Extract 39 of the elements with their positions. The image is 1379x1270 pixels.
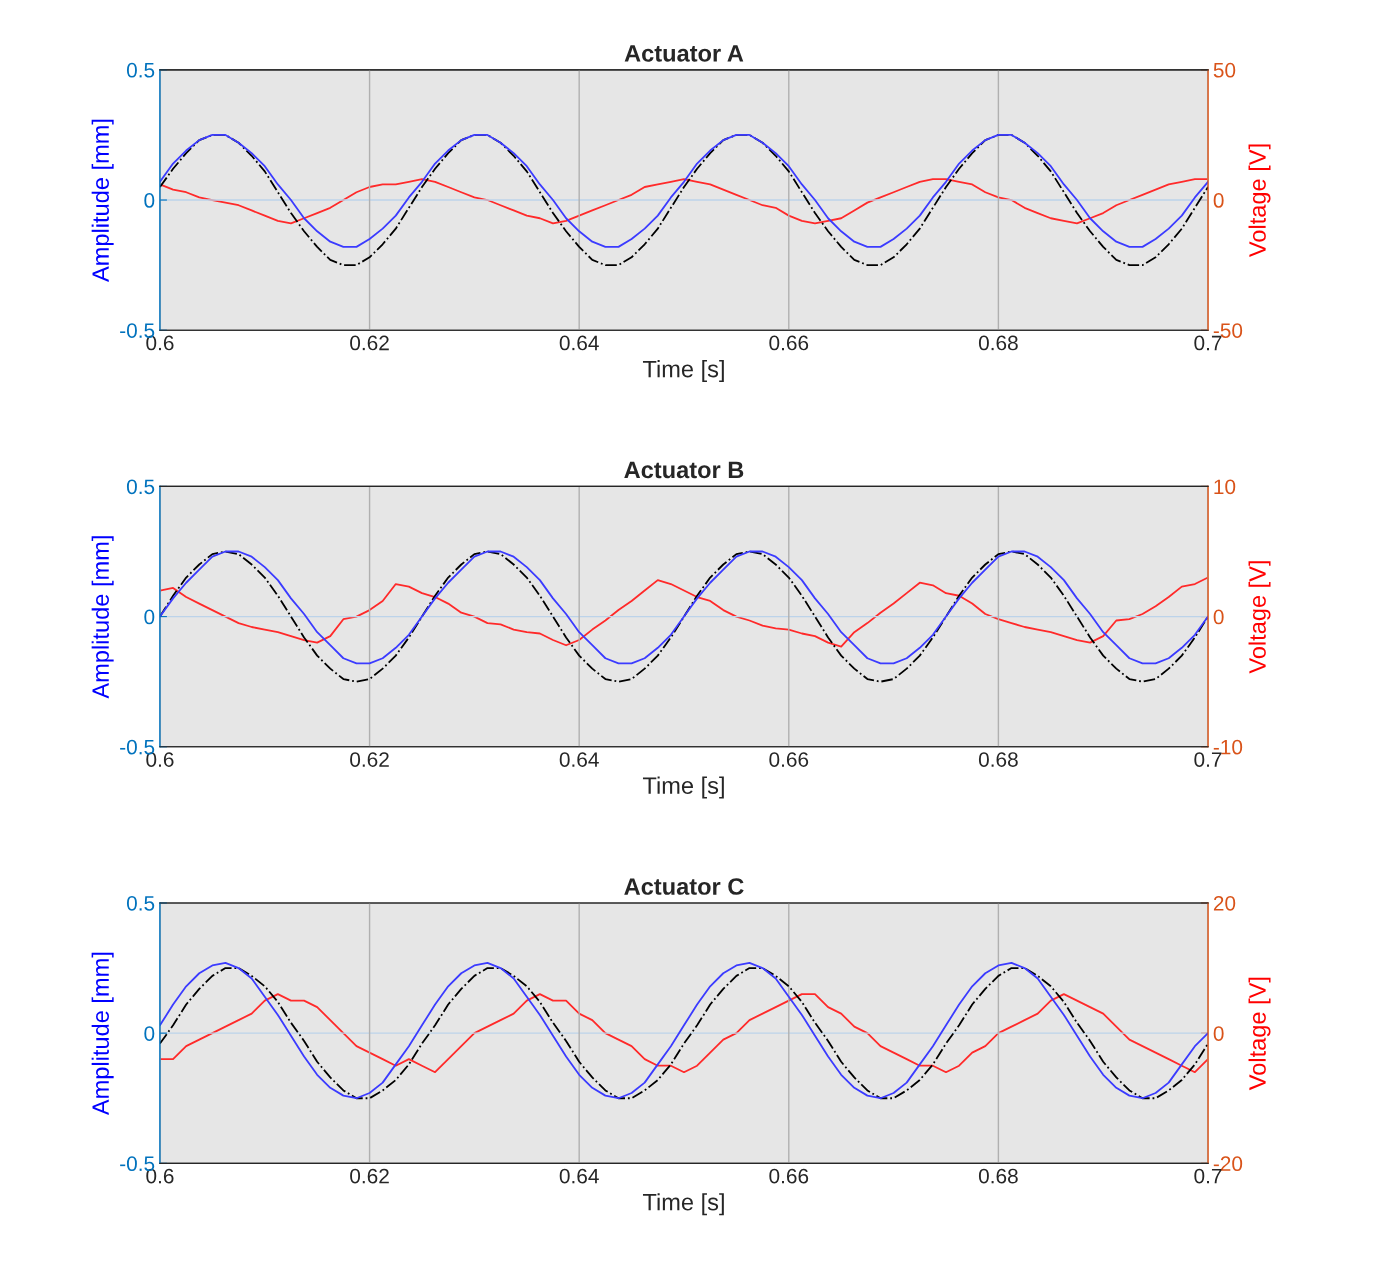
y-axis-title: Amplitude [mm] <box>91 536 114 699</box>
x-tick-label: 0.64 <box>559 335 599 351</box>
x-axis-title: Time [s] <box>642 360 724 383</box>
y2-axis-title: Voltage [V] <box>1248 561 1271 674</box>
x-axis-title: Time [s] <box>642 776 724 799</box>
y2-tick-label: 0 <box>1213 193 1224 208</box>
x-tick-label: 0.62 <box>350 335 389 351</box>
y-tick-label: 0.5 <box>126 479 155 495</box>
y-tick-label: 0 <box>144 1026 155 1041</box>
x-axis-title: Time [s] <box>642 1193 724 1216</box>
line-series <box>159 576 1208 648</box>
x-tick-label: 0.62 <box>350 752 389 767</box>
y2-tick-label: 0 <box>1213 609 1224 625</box>
x-tick-label: 0.66 <box>769 335 809 351</box>
x-tick-label: 0.68 <box>978 1168 1018 1184</box>
y-tick-label: 0.5 <box>126 895 155 911</box>
x-tick-label: 0.66 <box>769 1168 809 1184</box>
y2-tick-label: 0 <box>1213 1026 1224 1041</box>
chart-title: Actuator C <box>624 878 744 895</box>
y2-tick-label: 50 <box>1213 62 1236 78</box>
y-axis-title: Amplitude [mm] <box>91 119 114 282</box>
y-tick-label: 0.5 <box>126 62 155 78</box>
y2-tick-label: 20 <box>1213 895 1236 911</box>
x-tick-label: 0.64 <box>559 752 599 767</box>
line-series <box>159 178 1208 225</box>
x-tick-label: 0.68 <box>978 752 1018 767</box>
x-tick-label: 0.62 <box>350 1168 389 1184</box>
chart-title: Actuator B <box>624 461 744 479</box>
y2-axis-title: Voltage [V] <box>1248 144 1271 258</box>
x-tick-label: 0.64 <box>559 1168 599 1184</box>
y2-tick-label: 10 <box>1214 479 1236 495</box>
x-tick-label: 0.66 <box>769 752 809 767</box>
chart-title: Actuator A <box>624 45 744 62</box>
y2-axis-title: Voltage [V] <box>1248 977 1271 1091</box>
y-tick-label: 0 <box>144 193 155 208</box>
y-tick-label: 0 <box>144 609 155 625</box>
y-axis-title: Amplitude [mm] <box>91 952 114 1116</box>
x-tick-label: 0.68 <box>978 335 1018 351</box>
line-series <box>159 993 1208 1074</box>
